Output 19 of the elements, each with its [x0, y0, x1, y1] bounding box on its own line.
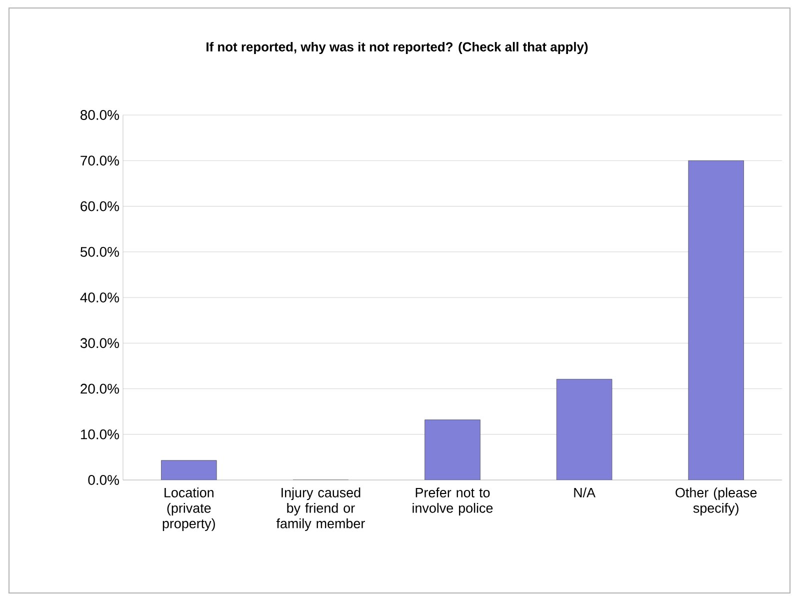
- bar: [688, 160, 744, 480]
- bar: [556, 378, 612, 480]
- y-tick-label: 50.0%: [80, 246, 119, 257]
- y-tick-label: 0.0%: [88, 475, 119, 485]
- x-tick-label: Prefer not to involve police: [412, 488, 493, 516]
- x-tick-label: Location (private property): [162, 488, 215, 531]
- bar: [161, 460, 217, 480]
- y-tick-label: 60.0%: [80, 201, 119, 212]
- y-tick-label: 70.0%: [80, 156, 119, 166]
- y-tick-label: 30.0%: [80, 338, 119, 348]
- chart-title: If not reported, why was it not reported? (Check all that apply): [206, 42, 588, 54]
- y-tick-label: 40.0%: [80, 292, 119, 302]
- y-tick-label: 20.0%: [80, 384, 119, 394]
- bar: [424, 420, 480, 480]
- x-tick-label: Other (please specify): [676, 488, 757, 516]
- y-tick-label: 10.0%: [80, 429, 119, 440]
- x-tick-label: N/A: [574, 488, 596, 498]
- x-tick-label: Injury caused by friend or family member: [276, 488, 365, 531]
- y-tick-label: 80.0%: [80, 110, 119, 120]
